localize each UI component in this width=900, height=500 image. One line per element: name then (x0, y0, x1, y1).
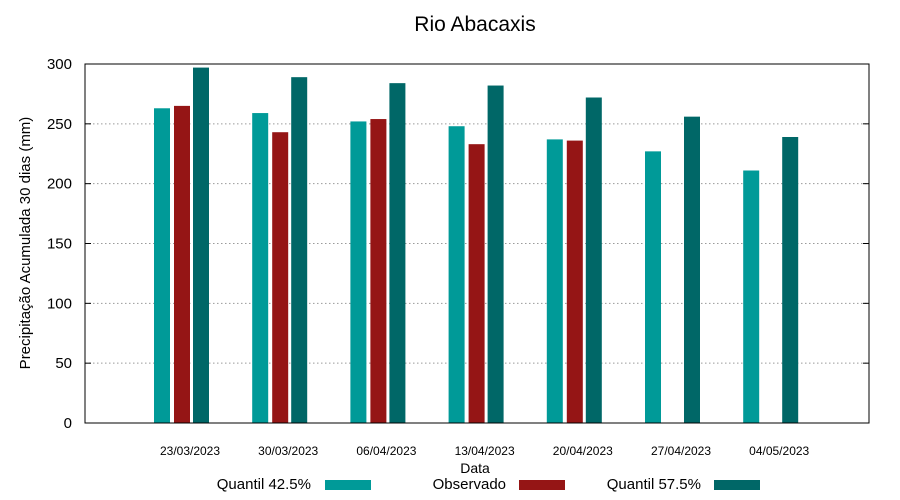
bar (684, 116, 700, 424)
y-tick-label: 150 (47, 236, 72, 253)
y-tick-label: 200 (47, 176, 72, 193)
bar (174, 105, 190, 423)
bar (350, 121, 367, 423)
bar (645, 151, 661, 423)
bar (154, 108, 170, 423)
bar (389, 83, 406, 423)
bar (448, 126, 465, 423)
y-tick-label: 100 (47, 295, 72, 312)
x-tick-label: 30/03/2023 (258, 444, 318, 458)
x-tick-label: 23/03/2023 (160, 444, 220, 458)
x-tick-label: 13/04/2023 (455, 444, 515, 458)
bar (370, 119, 387, 424)
bar (546, 139, 563, 423)
bar (566, 140, 583, 423)
chart-title: Rio Abacaxis (414, 13, 535, 36)
legend-label: Quantil 42.5% (217, 476, 311, 493)
bar (782, 136, 799, 423)
y-tick-label: 250 (47, 116, 72, 133)
x-axis: 23/03/2023 30/03/2023 06/04/2023 13/04/2023… (160, 444, 810, 458)
x-tick-label: 27/04/2023 (651, 444, 711, 458)
legend-swatch (714, 480, 760, 490)
bar (468, 144, 485, 423)
bar (585, 97, 602, 424)
bar (193, 67, 209, 423)
bar (272, 132, 289, 423)
legend-label: Quantil 57.5% (607, 476, 701, 493)
legend-swatch (325, 480, 371, 490)
legend-label: Observado (433, 476, 506, 493)
y-axis: 0 50 100 150 200 250 300 (47, 56, 869, 432)
x-tick-label: 04/05/2023 (749, 444, 809, 458)
bars (154, 67, 799, 424)
y-tick-label: 0 (64, 415, 72, 432)
y-tick-label: 50 (55, 355, 72, 372)
legend: Quantil 42.5% Observado Quantil 57.5% (217, 476, 760, 493)
y-axis-label: Precipitação Acumulada 30 dias (mm) (17, 117, 34, 370)
y-tick-label: 300 (47, 56, 72, 73)
bar (252, 113, 269, 424)
bar (487, 85, 504, 423)
x-axis-label: Data (460, 460, 490, 476)
bar (291, 77, 308, 423)
bar (743, 170, 760, 423)
legend-swatch (519, 480, 565, 490)
x-tick-label: 20/04/2023 (553, 444, 613, 458)
x-tick-label: 06/04/2023 (356, 444, 416, 458)
